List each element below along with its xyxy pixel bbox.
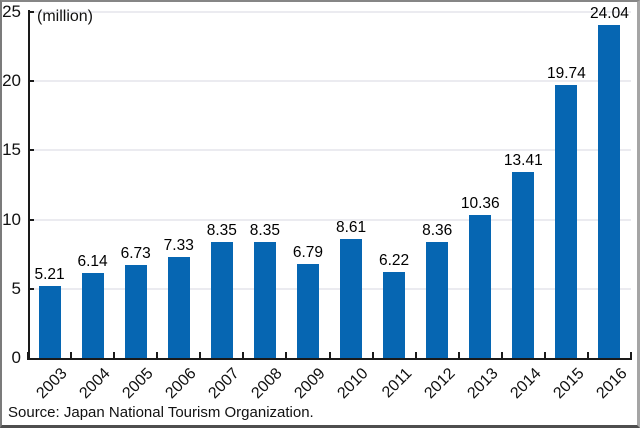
bar-value-label: 8.35 — [249, 222, 280, 240]
x-axis-category-label-text: 2015 — [550, 365, 588, 403]
bar-value-label: 13.41 — [503, 152, 543, 170]
x-axis-tick — [457, 352, 460, 360]
bar-value-label: 6.79 — [292, 244, 324, 262]
bar — [210, 242, 233, 358]
y-axis-tick-label: 10 — [2, 209, 21, 229]
bar — [469, 214, 492, 358]
x-axis-tick — [199, 352, 202, 360]
bar — [426, 242, 449, 358]
bar-value-label: 24.04 — [590, 5, 629, 23]
bar — [296, 264, 319, 358]
x-axis-category-label-text: 2016 — [593, 365, 631, 403]
bar-value-label: 19.74 — [546, 64, 586, 82]
bar-value-label: 8.36 — [422, 222, 453, 240]
bar-value-label: 5.21 — [34, 265, 65, 283]
unit-label: (million) — [37, 8, 93, 25]
y-axis-tick — [28, 287, 34, 290]
x-axis-tick — [70, 352, 73, 360]
x-axis-category-label-text: 2004 — [76, 365, 114, 403]
y-axis-tick-label: 5 — [11, 278, 21, 298]
bar-value-label: 6.73 — [120, 244, 151, 262]
bar — [598, 25, 621, 358]
gridline — [28, 287, 631, 290]
y-axis-line — [28, 10, 30, 360]
bar — [340, 238, 363, 358]
y-axis-tick — [28, 149, 34, 152]
bar — [81, 273, 104, 358]
x-axis-category-label-text: 2013 — [464, 365, 502, 403]
bar — [124, 264, 147, 358]
x-axis-category-label-text: 2007 — [205, 365, 243, 403]
y-axis-tick — [28, 218, 34, 221]
y-axis-tick-label: 15 — [2, 140, 21, 160]
bar — [383, 271, 406, 358]
x-axis-category-label-text: 2009 — [291, 365, 329, 403]
x-axis-category-label-text: 2011 — [378, 365, 416, 402]
y-axis-tick-label: 20 — [2, 71, 21, 91]
x-axis-category-label-text: 2014 — [507, 365, 545, 403]
bar — [512, 172, 535, 358]
x-axis-category-label-text: 2003 — [33, 365, 71, 403]
gridline — [28, 149, 631, 152]
bar-value-label: 8.35 — [206, 222, 237, 240]
gridline — [28, 218, 631, 221]
bar — [167, 256, 190, 358]
y-axis-tick-label: 25 — [2, 2, 21, 21]
x-axis-tick — [285, 352, 288, 360]
x-axis-tick — [27, 352, 29, 360]
bar — [253, 242, 276, 358]
x-axis-tick — [543, 352, 546, 360]
plot-area: (million) 0 5 10 15 20 25 5.21 2003 6.14 2004 6.73… — [2, 2, 632, 402]
x-axis-tick — [414, 352, 417, 360]
x-axis-tick — [113, 352, 116, 360]
bar — [555, 84, 578, 358]
x-axis-tick — [500, 352, 503, 360]
bar-value-label: 8.61 — [335, 218, 367, 236]
bar-value-label: 6.22 — [379, 251, 410, 269]
x-axis-category-label-text: 2005 — [119, 365, 157, 403]
bar-value-label: 6.14 — [77, 253, 108, 271]
x-axis-category-label-text: 2006 — [162, 365, 200, 403]
x-axis-category-label-text: 2010 — [334, 365, 373, 403]
bar-value-label: 10.36 — [460, 194, 500, 212]
gridline — [28, 80, 631, 83]
bar-value-label: 7.33 — [163, 236, 194, 254]
x-axis-tick — [242, 352, 245, 360]
x-axis-tick — [156, 352, 159, 360]
x-axis-tick — [586, 352, 589, 360]
gridline — [28, 11, 631, 13]
y-axis-tick-label: 0 — [11, 348, 21, 367]
x-axis-tick — [371, 352, 374, 360]
x-axis-tick — [630, 352, 632, 360]
y-axis-tick — [28, 80, 34, 83]
x-axis-category-label-text: 2008 — [248, 365, 286, 403]
y-axis-tick — [28, 11, 34, 13]
x-axis-category-label-text: 2012 — [421, 365, 459, 403]
x-axis-tick — [328, 352, 331, 360]
bar — [38, 285, 61, 358]
source-note: Source: Japan National Tourism Organizat… — [8, 404, 314, 421]
